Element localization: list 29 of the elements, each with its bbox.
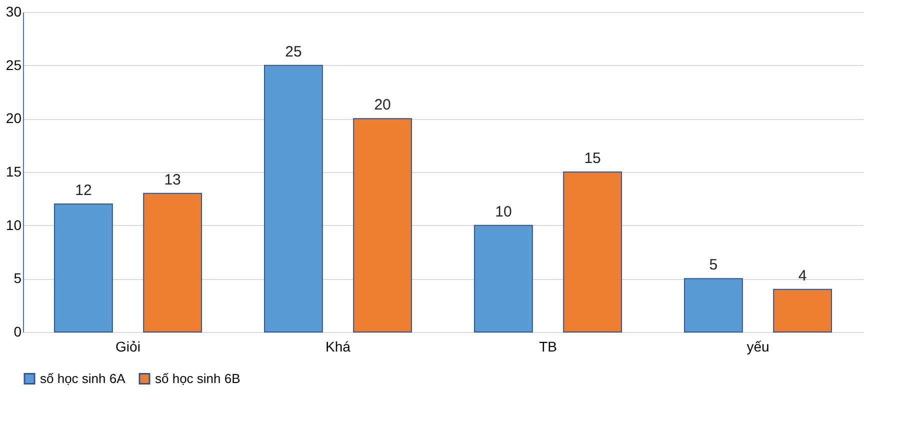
data-label: 15 xyxy=(584,150,601,167)
y-tick-label: 10 xyxy=(6,216,22,233)
bar xyxy=(54,204,113,332)
x-tick-label: TB xyxy=(539,338,557,354)
bar xyxy=(773,288,832,332)
data-label: 20 xyxy=(374,96,391,114)
y-tick-label: 25 xyxy=(6,56,22,73)
y-tick-label: 20 xyxy=(6,110,22,126)
data-label: 12 xyxy=(75,182,92,199)
y-tick-label: 30 xyxy=(6,4,22,20)
x-tick-label: Khá xyxy=(326,338,351,354)
bar xyxy=(684,278,743,332)
bar xyxy=(474,224,533,332)
bar xyxy=(353,118,412,332)
data-label: 5 xyxy=(709,256,718,274)
data-label: 4 xyxy=(798,267,807,284)
x-tick-label: Giỏi xyxy=(116,338,140,354)
data-label: 10 xyxy=(495,203,512,220)
data-label: 25 xyxy=(285,43,302,60)
y-tick-label: 5 xyxy=(14,270,22,286)
bar xyxy=(264,64,323,332)
x-tick-label: yếu xyxy=(746,338,770,354)
bar xyxy=(143,192,202,332)
legend-label: số học sinh 6B xyxy=(155,370,240,386)
y-tick-label: 15 xyxy=(6,164,22,180)
legend-label: số học sinh 6A xyxy=(40,370,126,386)
y-tick-label: 0 xyxy=(14,324,22,340)
bar xyxy=(563,172,622,332)
data-label: 13 xyxy=(164,171,181,188)
